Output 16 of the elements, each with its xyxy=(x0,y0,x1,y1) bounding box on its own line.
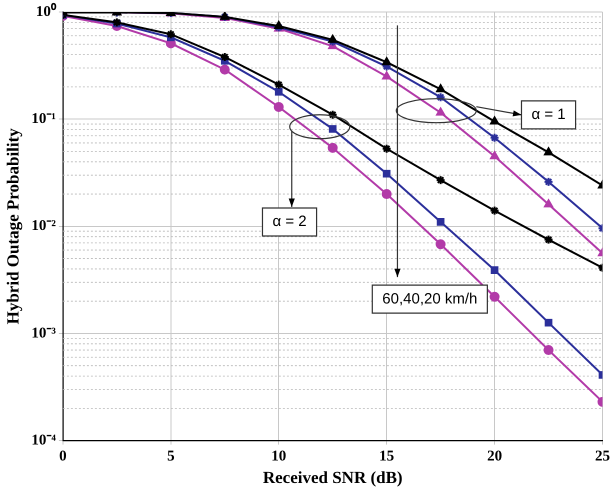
y-tick-label: 10⁻¹ xyxy=(31,111,56,128)
y-tick-label: 10⁻² xyxy=(31,218,56,234)
y-tick-label: 10⁻⁴ xyxy=(31,432,56,448)
y-tick-label: 10⁰ xyxy=(36,2,57,20)
x-tick-label: 15 xyxy=(379,448,394,464)
annotation: α = 2 xyxy=(272,213,307,230)
x-axis-title: Received SNR (dB) xyxy=(262,468,403,488)
x-tick-label: 20 xyxy=(487,448,502,464)
x-tick-label: 10 xyxy=(271,448,286,464)
y-axis-title: Hybrid Outage Probability xyxy=(4,128,23,324)
x-tick-label: 0 xyxy=(59,448,67,464)
x-tick-label: 5 xyxy=(167,448,175,464)
x-tick-label: 25 xyxy=(595,448,610,464)
y-tick-label: 10⁻³ xyxy=(31,325,56,342)
annotation: α = 1 xyxy=(531,106,566,124)
annotation: 60,40,20 km/h xyxy=(382,290,478,308)
